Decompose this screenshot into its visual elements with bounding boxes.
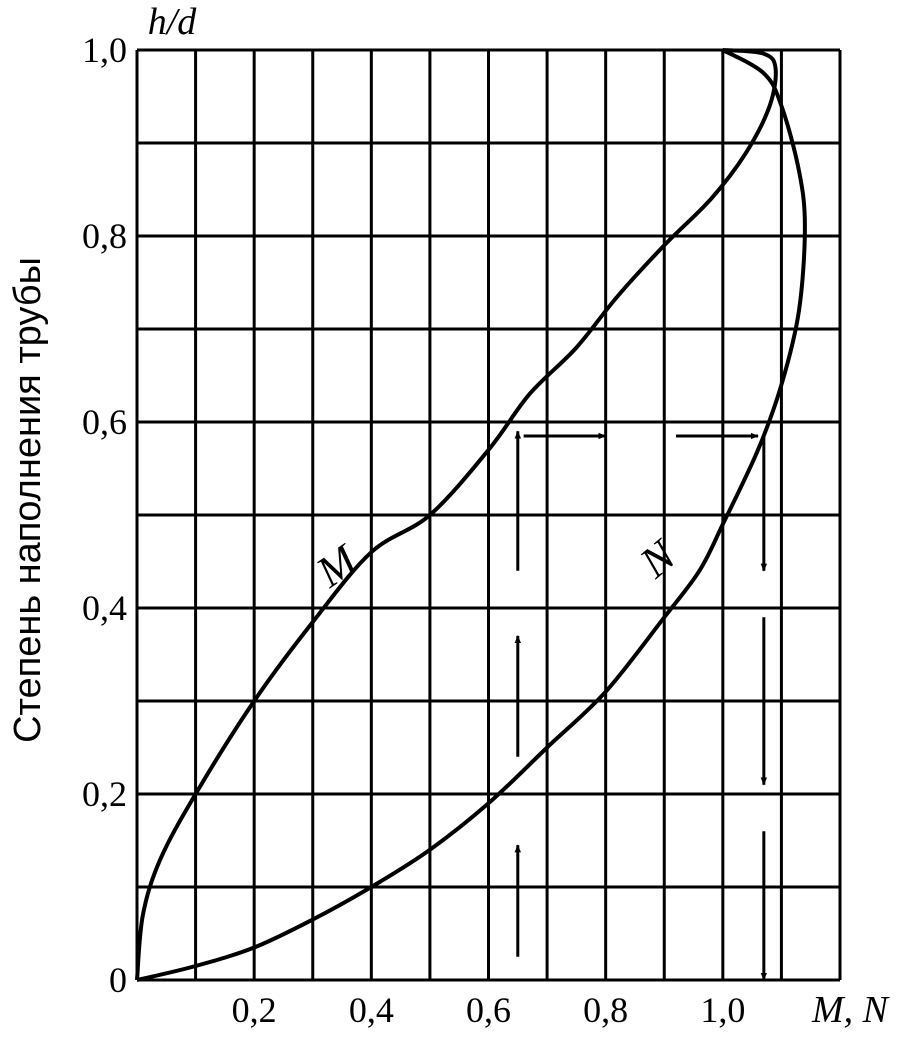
series-layer [135,48,807,982]
x-tick-label: 0,2 [232,990,277,1030]
y-tick-label: 1,0 [82,30,127,70]
curve-label-M: M [307,534,368,597]
series-line-N [136,48,807,982]
y-axis-top-label: h/d [148,1,198,43]
grid [135,48,842,982]
y-tick-label: 0,6 [82,402,127,442]
y-tick-label: 0,4 [82,588,127,628]
x-tick-label: 0,4 [349,990,394,1030]
curve-label-N: N [630,529,687,588]
x-tick-label: 0,8 [583,990,628,1030]
y-tick-label: 0 [109,960,127,1000]
annotation-arrows [514,430,768,981]
x-tick-label: 1,0 [700,990,745,1030]
y-tick-label: 0,8 [82,216,127,256]
x-tick-label: 0,6 [466,990,511,1030]
y-axis-label: Степень наполнения трубы [7,257,49,743]
x-axis-label: M, N [811,989,891,1031]
series-line-M [135,48,778,981]
y-tick-label: 0,2 [82,774,127,814]
